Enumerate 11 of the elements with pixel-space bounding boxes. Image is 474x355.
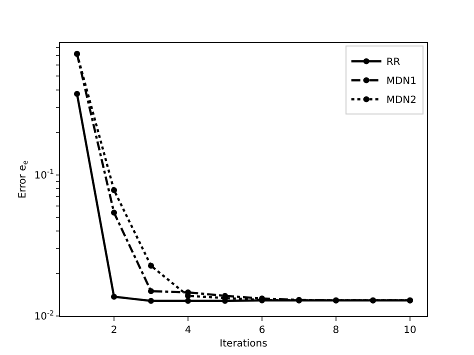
x-tick-label: 10 bbox=[404, 325, 416, 336]
x-axis-title: Iterations bbox=[220, 338, 268, 350]
legend-label: RR bbox=[386, 57, 400, 68]
y-tick-label: 10$^{-1}$ bbox=[34, 168, 54, 182]
x-tick-label: 2 bbox=[110, 325, 118, 336]
legend-label: MDN1 bbox=[386, 76, 416, 88]
x-tick-label: 4 bbox=[184, 325, 192, 336]
x-tick-label: 6 bbox=[258, 325, 266, 336]
legend-label: MDN2 bbox=[386, 95, 416, 106]
y-tick-label: 10$^{-2}$ bbox=[34, 309, 54, 322]
x-tick-label: 8 bbox=[332, 325, 340, 336]
